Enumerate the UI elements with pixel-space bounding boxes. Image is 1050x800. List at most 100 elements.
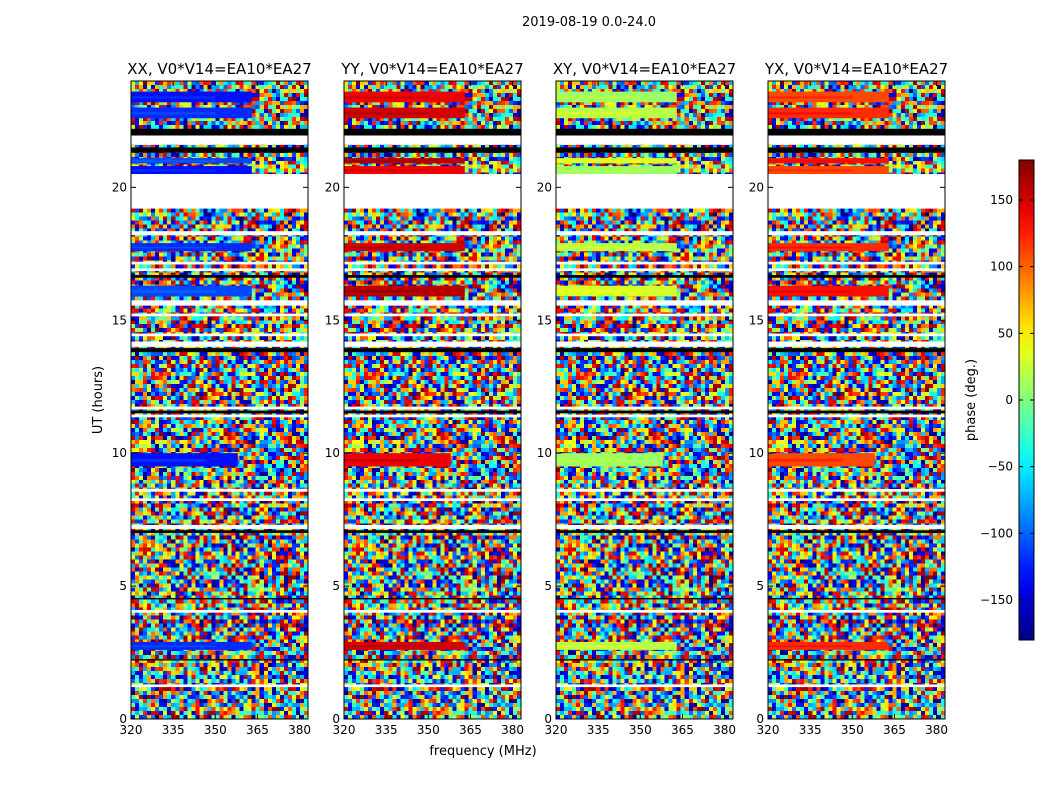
panel-0-ytick-label-5: 5 [119,579,127,593]
colorbar-tick-label-100: 100 [990,260,1013,274]
panel-1-blank-band-7 [344,333,521,337]
panel-3-black-band-1 [768,147,945,153]
panel-1-blank-band-10 [344,414,521,418]
panel-1-black-band-0 [344,128,521,136]
panel-3-blank-band-4 [768,268,945,272]
panel-3-xtick-label-380: 380 [925,723,948,737]
panel-3-blank-band-13 [768,524,945,529]
panel-1-coherent-stripe-0 [344,96,429,99]
panel-2-xtick-label-365: 365 [671,723,694,737]
panel-1-ytick-label-10: 10 [325,446,340,460]
panel-3-blank-band-7 [768,333,945,337]
panel-3-blank-band-6 [768,313,945,317]
panel-0-blank-band-9 [131,406,308,410]
panel-3-ytick-label-5: 5 [756,579,764,593]
panel-1-blank-band-9 [344,406,521,410]
panel-1-ytick-label-5: 5 [332,579,340,593]
panel-0-blank-band-10 [131,414,308,418]
panel-1-black-band-2 [344,275,521,278]
colorbar-tick-label--50: −50 [988,460,1013,474]
panel-2-ytick-label-5: 5 [544,579,552,593]
panel-2-black-band-7 [556,659,733,661]
panel-0-coherent-stripe-2 [131,160,216,162]
panel-0-ytick-label-10: 10 [112,446,127,460]
panel-3-blank-band-5 [768,300,945,306]
panel-1-title: YY, V0*V14=EA10*EA27 [340,60,523,78]
panel-0-ytick-label-20: 20 [112,180,127,194]
colorbar-tick-label-50: 50 [998,326,1013,340]
panel-0-black-band-1 [131,147,308,153]
panel-3-ytick-label-0: 0 [756,712,764,726]
panel-1-xtick-label-335: 335 [375,723,398,737]
figure-suptitle: 2019-08-19 0.0-24.0 [522,15,656,30]
panel-1-coherent-stripe-2 [344,160,429,162]
panel-1: YY, V0*V14=EA10*EA27 320 335 350 365 380 0 5 10 1… [325,60,524,737]
panel-0-coherent-stripe-4 [131,246,216,249]
panel-2-black-band-3 [556,348,733,353]
colorbar: 150 100 50 0 −50 −100 −150 [980,159,1035,641]
panel-0-black-band-4 [131,410,308,414]
panel-0-blank-band-13 [131,524,308,529]
panel-1-blank-band-13 [344,524,521,529]
panel-0-title: XX, V0*V14=EA10*EA27 [127,60,311,78]
panel-0-xtick-label-365: 365 [246,723,269,737]
panel-2: XY, V0*V14=EA10*EA27 320 335 350 365 380 0 5 10 1… [537,60,736,737]
panel-2-ytick-label-15: 15 [537,313,552,327]
panel-3-blank-band-9 [768,406,945,410]
colorbar-tick-label-150: 150 [990,193,1013,207]
panel-0-black-band-5 [131,530,308,533]
panel-3-blank-band-8 [768,341,945,347]
panel-0-blank-band-12 [131,498,308,502]
panel-0-frame [130,80,309,720]
panel-1-ytick-label-15: 15 [325,313,340,327]
panel-1-black-band-5 [344,530,521,533]
panel-2-blank-band-4 [556,268,733,272]
panel-1-blank-band-0 [344,135,521,145]
panel-2-blank-band-13 [556,524,733,529]
panel-2-xtick-label-380: 380 [713,723,736,737]
panel-1-black-band-7 [344,659,521,661]
panel-2-coherent-stripe-7 [556,645,641,648]
colorbar-tick-label--100: −100 [980,526,1013,540]
panel-2-blank-band-8 [556,341,733,347]
panel-3-coherent-stripe-7 [768,645,853,648]
panel-2-ytick-label-20: 20 [537,180,552,194]
panel-2-blank-band-1 [556,174,733,209]
panel-0-blank-band-14 [131,610,308,613]
panel-3-ytick-label-10: 10 [749,446,764,460]
panel-2-blank-band-11 [556,489,733,492]
panel-3-coherent-stripe-1 [768,112,853,115]
panel-2-blank-band-6 [556,313,733,317]
colorbar-tick-label-0: 0 [1005,393,1013,407]
panel-2-coherent-stripe-3 [556,169,641,172]
panel-2-blank-band-10 [556,414,733,418]
panel-2-coherent-stripe-0 [556,96,641,99]
panel-0-blank-band-7 [131,333,308,337]
panel-1-xtick-label-320: 320 [333,723,356,737]
panel-1-blank-band-1 [344,174,521,209]
panel-3-title: YX, V0*V14=EA10*EA27 [764,60,948,78]
panel-2-blank-band-2 [556,231,733,236]
panel-1-blank-band-15 [344,684,521,688]
panel-0-blank-band-2 [131,231,308,236]
panel-0-black-band-6 [131,598,308,600]
panel-0-blank-band-0 [131,135,308,145]
panel-3-coherent-stripe-2 [768,160,853,162]
panel-0: XX, V0*V14=EA10*EA27 320 335 350 365 380 0 5 10 1… [112,60,312,737]
panel-1-blank-band-6 [344,313,521,317]
panel-1-coherent-stripe-5 [344,290,429,293]
panel-2-coherent-stripe-1 [556,112,641,115]
panel-2-xtick-label-320: 320 [545,723,568,737]
panel-1-frame [343,80,522,720]
panel-1-black-band-1 [344,147,521,153]
panel-3-xtick-label-320: 320 [757,723,780,737]
panel-0-blank-band-5 [131,300,308,306]
panel-1-coherent-stripe-7 [344,645,429,648]
panel-2-title: XY, V0*V14=EA10*EA27 [553,60,736,78]
panel-1-xtick-label-365: 365 [459,723,482,737]
panel-1-xtick-label-380: 380 [501,723,524,737]
panel-0-coherent-stripe-1 [131,112,216,115]
panel-0-black-band-0 [131,128,308,136]
panel-0-xtick-label-320: 320 [120,723,143,737]
panel-2-blank-band-0 [556,135,733,145]
